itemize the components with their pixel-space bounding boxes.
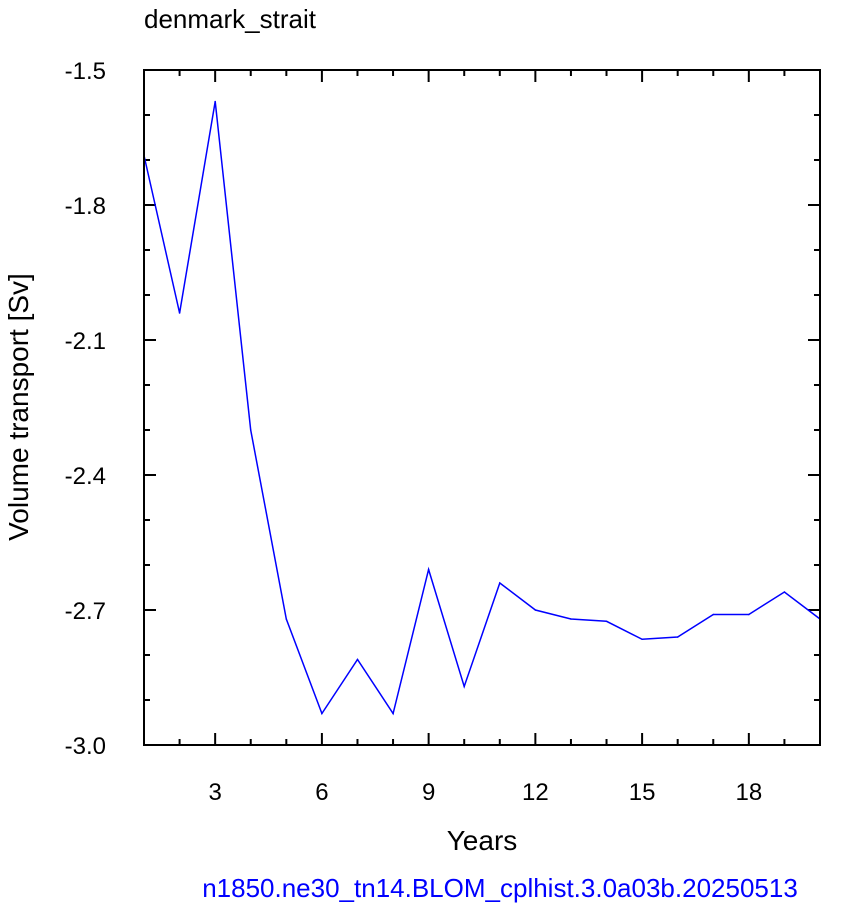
x-tick-label: 6 xyxy=(315,779,328,806)
axis-ticks xyxy=(143,69,821,746)
data-point xyxy=(214,100,216,103)
y-tick-label: -1.8 xyxy=(65,193,106,220)
plot-frame xyxy=(143,69,821,746)
data-point xyxy=(498,582,501,584)
y-tick-label: -1.5 xyxy=(65,58,106,85)
data-point xyxy=(321,712,323,715)
y-tick-label: -2.4 xyxy=(65,463,106,490)
y-tick-label: -3.0 xyxy=(65,733,106,760)
series-layer xyxy=(143,100,821,716)
data-point xyxy=(285,618,288,620)
y-tick-label: -2.7 xyxy=(65,598,106,625)
x-tick-label: 9 xyxy=(422,779,435,806)
tick-labels: 3 6 9 12 15 18 -1.5 -1.8 -2.1 -2.4 -2.7 -3.0 xyxy=(65,58,763,806)
chart-title: denmark_strait xyxy=(144,4,317,34)
x-tick-label: 18 xyxy=(735,779,762,806)
x-tick-label: 12 xyxy=(522,779,549,806)
data-point xyxy=(356,658,359,661)
x-tick-label: 15 xyxy=(629,779,656,806)
data-point xyxy=(712,613,715,616)
x-axis-title: Years xyxy=(447,825,518,856)
data-point xyxy=(676,636,679,638)
data-point xyxy=(249,429,252,431)
data-point xyxy=(534,609,537,611)
y-axis-title: Volume transport [Sv] xyxy=(3,273,34,541)
y-tick-label: -2.1 xyxy=(65,328,106,355)
data-point xyxy=(783,591,786,593)
data-point xyxy=(392,712,394,715)
data-point xyxy=(605,620,608,623)
series-line xyxy=(143,101,821,716)
data-point xyxy=(178,312,181,314)
x-tick-label: 3 xyxy=(208,779,221,806)
data-point xyxy=(463,685,466,688)
data-point xyxy=(748,613,750,616)
caption: n1850.ne30_tn14.BLOM_cplhist.3.0a03b.202… xyxy=(202,873,798,903)
data-point xyxy=(641,638,643,641)
data-point xyxy=(427,568,430,571)
data-point xyxy=(570,618,572,620)
